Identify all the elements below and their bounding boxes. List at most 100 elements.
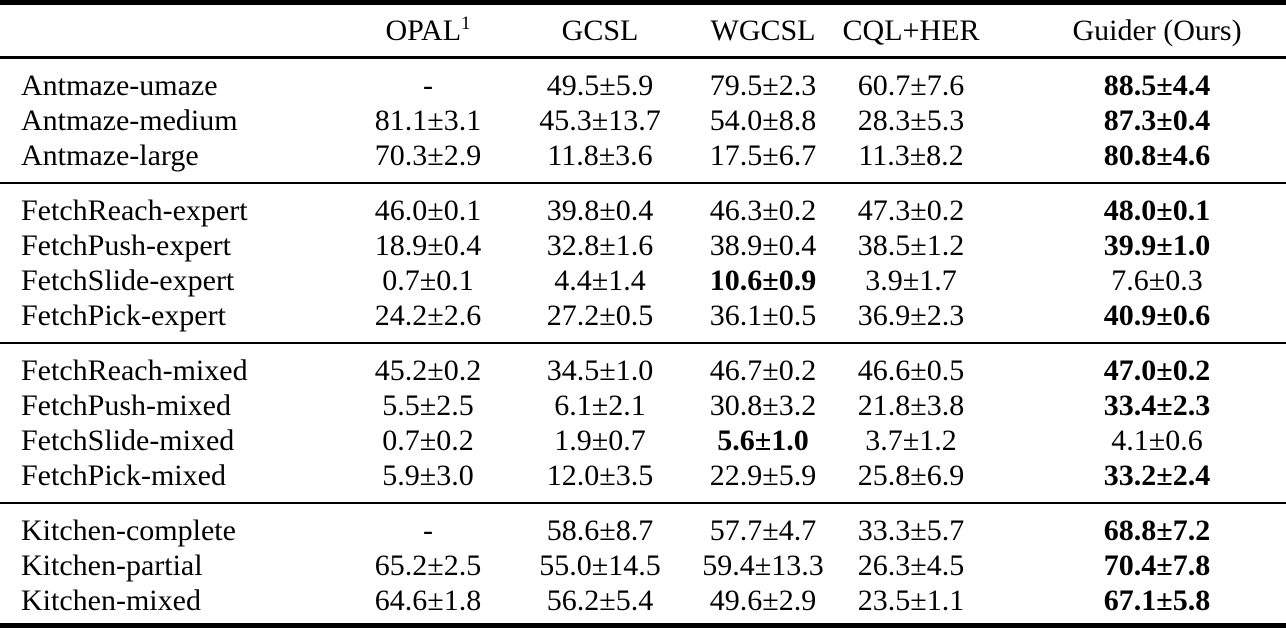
row-label: Antmaze-large: [21, 139, 199, 172]
value-cell: 18.9±0.4: [374, 229, 482, 262]
value-cell: 36.9±2.3: [857, 299, 965, 332]
table-row: Kitchen-complete - 58.6±8.7 57.7±4.7 33.3±5.…: [0, 503, 1286, 548]
value-cell: 30.8±3.2: [709, 389, 817, 422]
value-cell: 12.0±3.5: [546, 459, 654, 492]
value-cell: 47.0±0.2: [1103, 354, 1211, 387]
column-header-label: CQL+HER: [842, 14, 980, 47]
row-label: FetchPick-mixed: [21, 459, 226, 492]
value-cell: 11.8±3.6: [547, 139, 653, 172]
value-cell: 33.3±5.7: [857, 514, 965, 547]
value-cell: 4.4±1.4: [554, 264, 646, 297]
table-section: Kitchen-complete - 58.6±8.7 57.7±4.7 33.3±5.…: [0, 503, 1286, 626]
value-cell: 46.7±0.2: [709, 354, 817, 387]
value-cell: 81.1±3.1: [374, 104, 482, 137]
value-cell: 45.3±13.7: [539, 104, 661, 137]
value-cell: 88.5±4.4: [1103, 69, 1211, 102]
table-row: Antmaze-medium 81.1±3.1 45.3±13.7 54.0±8.8 2…: [0, 103, 1286, 138]
value-cell: -: [423, 69, 433, 102]
value-cell: 48.0±0.1: [1103, 194, 1211, 227]
value-cell: 45.2±0.2: [374, 354, 482, 387]
column-header: WGCSL: [687, 2, 839, 59]
header-row: OPAL1 GCSL WGCSL CQL+HER Guider (Ours): [0, 2, 1286, 59]
value-cell: 0.7±0.1: [382, 264, 474, 297]
row-label: Antmaze-medium: [21, 104, 238, 137]
row-label: Kitchen-partial: [21, 549, 203, 582]
value-cell: 39.9±1.0: [1103, 229, 1211, 262]
value-cell: 33.2±2.4: [1103, 459, 1211, 492]
column-header: CQL+HER: [839, 2, 983, 59]
column-header: OPAL1: [343, 2, 513, 59]
value-cell: 6.1±2.1: [554, 389, 646, 422]
row-label: Kitchen-complete: [21, 514, 236, 547]
corner-cell: [0, 2, 343, 59]
value-cell: 67.1±5.8: [1103, 584, 1211, 617]
value-cell: 5.5±2.5: [382, 389, 474, 422]
value-cell: 40.9±0.6: [1103, 299, 1211, 332]
table-row: FetchPick-expert 24.2±2.6 27.2±0.5 36.1±0.5…: [0, 298, 1286, 343]
row-label: Kitchen-mixed: [21, 584, 201, 617]
table-row: FetchReach-mixed 45.2±0.2 34.5±1.0 46.7±0.2…: [0, 343, 1286, 388]
value-cell: 25.8±6.9: [857, 459, 965, 492]
value-cell: 68.8±7.2: [1103, 514, 1211, 547]
value-cell: 17.5±6.7: [709, 139, 817, 172]
table-row: FetchPick-mixed 5.9±3.0 12.0±3.5 22.9±5.9 25…: [0, 458, 1286, 503]
value-cell: 23.5±1.1: [857, 584, 965, 617]
row-label: Antmaze-umaze: [21, 69, 218, 102]
value-cell: 47.3±0.2: [857, 194, 965, 227]
row-label: FetchPick-expert: [21, 299, 226, 332]
value-cell: 11.3±8.2: [858, 139, 964, 172]
table-section: FetchReach-expert 46.0±0.1 39.8±0.4 46.3±0.…: [0, 183, 1286, 343]
value-cell: 26.3±4.5: [857, 549, 965, 582]
table-row: FetchSlide-mixed 0.7±0.2 1.9±0.7 5.6±1.0 3.7…: [0, 423, 1286, 458]
column-header: Guider (Ours): [983, 2, 1286, 59]
value-cell: 70.4±7.8: [1103, 549, 1211, 582]
value-cell: 27.2±0.5: [546, 299, 654, 332]
table-row: FetchSlide-expert 0.7±0.1 4.4±1.4 10.6±0.9 3…: [0, 263, 1286, 298]
value-cell: 54.0±8.8: [709, 104, 817, 137]
value-cell: 10.6±0.9: [709, 264, 817, 297]
column-header-label: OPAL: [385, 14, 462, 47]
value-cell: 46.3±0.2: [709, 194, 817, 227]
table-section: Antmaze-umaze - 49.5±5.9 79.5±2.3 60.7±7.6 88…: [0, 58, 1286, 184]
value-cell: 46.0±0.1: [374, 194, 482, 227]
value-cell: 28.3±5.3: [857, 104, 965, 137]
column-header: GCSL: [513, 2, 687, 59]
value-cell: 58.6±8.7: [546, 514, 654, 547]
value-cell: 60.7±7.6: [857, 69, 965, 102]
row-label: FetchPush-expert: [21, 229, 231, 262]
value-cell: 24.2±2.6: [374, 299, 482, 332]
table-row: FetchReach-expert 46.0±0.1 39.8±0.4 46.3±0.…: [0, 183, 1286, 228]
value-cell: 1.9±0.7: [554, 424, 646, 457]
value-cell: 70.3±2.9: [374, 139, 482, 172]
row-label: FetchReach-mixed: [21, 354, 248, 387]
value-cell: 87.3±0.4: [1103, 104, 1211, 137]
table-header: OPAL1 GCSL WGCSL CQL+HER Guider (Ours): [0, 2, 1286, 59]
value-cell: 21.8±3.8: [857, 389, 965, 422]
value-cell: 39.8±0.4: [546, 194, 654, 227]
value-cell: 65.2±2.5: [374, 549, 482, 582]
row-label: FetchSlide-expert: [21, 264, 235, 297]
table-row: FetchPush-expert 18.9±0.4 32.8±1.6 38.9±0.4…: [0, 228, 1286, 263]
column-header-label: Guider (Ours): [1072, 14, 1242, 47]
value-cell: 3.7±1.2: [865, 424, 957, 457]
value-cell: -: [423, 514, 433, 547]
table-row: Antmaze-umaze - 49.5±5.9 79.5±2.3 60.7±7.6 88…: [0, 58, 1286, 104]
value-cell: 5.9±3.0: [382, 459, 474, 492]
value-cell: 59.4±13.3: [702, 549, 824, 582]
value-cell: 32.8±1.6: [546, 229, 654, 262]
value-cell: 33.4±2.3: [1103, 389, 1211, 422]
table-row: Kitchen-mixed 64.6±1.8 56.2±5.4 49.6±2.9 23.…: [0, 583, 1286, 626]
row-label: FetchSlide-mixed: [21, 424, 235, 457]
table-row: Antmaze-large 70.3±2.9 11.8±3.6 17.5±6.7 11.…: [0, 138, 1286, 183]
value-cell: 46.6±0.5: [857, 354, 965, 387]
value-cell: 4.1±0.6: [1111, 424, 1203, 457]
row-label: FetchReach-expert: [21, 194, 248, 227]
value-cell: 5.6±1.0: [717, 424, 809, 457]
value-cell: 0.7±0.2: [382, 424, 474, 457]
value-cell: 49.6±2.9: [709, 584, 817, 617]
value-cell: 3.9±1.7: [865, 264, 957, 297]
value-cell: 64.6±1.8: [374, 584, 482, 617]
value-cell: 49.5±5.9: [546, 69, 654, 102]
value-cell: 34.5±1.0: [546, 354, 654, 387]
table-row: FetchPush-mixed 5.5±2.5 6.1±2.1 30.8±3.2 21.…: [0, 388, 1286, 423]
